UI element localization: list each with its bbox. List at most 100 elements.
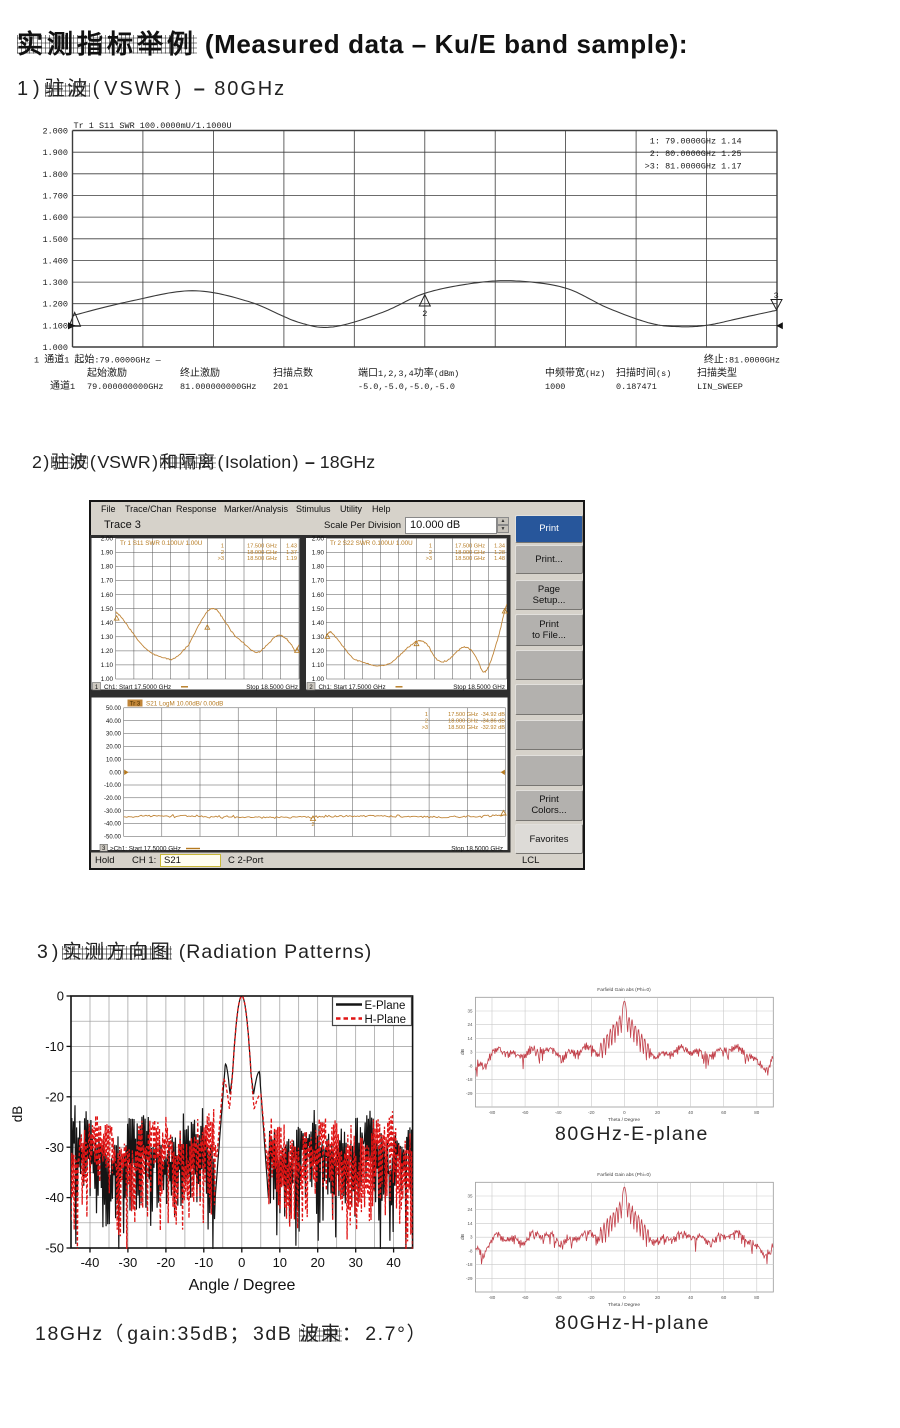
svg-text:-20.00: -20.00 — [104, 796, 122, 802]
svg-text:Farfield Gain abs (Phi=0): Farfield Gain abs (Phi=0) — [597, 987, 651, 993]
svg-text:-20: -20 — [45, 1089, 64, 1104]
svg-text:-29: -29 — [466, 1091, 473, 1096]
svg-text:80: 80 — [754, 1295, 760, 1300]
svg-text:18.500 GHz: 18.500 GHz — [455, 556, 485, 562]
svg-text:E-Plane: E-Plane — [365, 1000, 406, 1012]
svg-text:1.900: 1.900 — [42, 148, 68, 158]
svg-text:-29: -29 — [466, 1276, 473, 1281]
svg-text:-34.92 dB: -34.92 dB — [481, 712, 506, 718]
svg-text:2: 2 — [311, 822, 314, 828]
svg-text:1.80: 1.80 — [312, 564, 325, 571]
svg-text:18.000 GHz: 18.000 GHz — [247, 550, 277, 556]
svg-text:0.00: 0.00 — [109, 770, 121, 776]
svg-text:2: 2 — [422, 309, 427, 319]
svg-text:50.00: 50.00 — [106, 706, 122, 712]
svg-text:起始激励: 起始激励 — [87, 366, 127, 379]
svg-text:1.34: 1.34 — [494, 544, 505, 550]
svg-text:>3: >3 — [218, 556, 224, 562]
svg-text:1.30: 1.30 — [101, 634, 114, 641]
svg-text:1.00: 1.00 — [101, 676, 114, 683]
svg-text:中频带宽(Hz): 中频带宽(Hz) — [545, 366, 605, 379]
svg-text:2: 2 — [429, 550, 432, 556]
svg-text:1: 1 — [221, 544, 224, 550]
svg-text:14: 14 — [467, 1221, 473, 1226]
svg-text:18.500 GHz: 18.500 GHz — [448, 725, 478, 731]
svg-text:-10: -10 — [45, 1039, 64, 1054]
svg-text:30.00: 30.00 — [106, 732, 122, 738]
svg-text:0: 0 — [57, 989, 64, 1004]
svg-text:-18: -18 — [466, 1077, 473, 1082]
svg-text:Farfield Gain abs (Phi=0): Farfield Gain abs (Phi=0) — [597, 1172, 651, 1178]
svg-text:1.37: 1.37 — [286, 550, 297, 556]
svg-text:Ch1: Start 17.5000 GHz: Ch1: Start 17.5000 GHz — [319, 684, 386, 691]
svg-text:60: 60 — [721, 1295, 727, 1300]
svg-text:35: 35 — [467, 1009, 473, 1014]
svg-text:Theta / Degree: Theta / Degree — [608, 1302, 640, 1308]
svg-text:-20: -20 — [157, 1255, 176, 1270]
svg-text:1.100: 1.100 — [42, 321, 68, 331]
svg-text:-30: -30 — [45, 1140, 64, 1155]
svg-text:1.80: 1.80 — [101, 564, 114, 571]
svg-text:35: 35 — [467, 1194, 473, 1199]
svg-text:1.30: 1.30 — [312, 634, 325, 641]
svg-text:24: 24 — [467, 1207, 473, 1212]
svg-text:1.19: 1.19 — [286, 556, 297, 562]
svg-text:-8: -8 — [468, 1063, 472, 1068]
svg-text:-60: -60 — [522, 1110, 529, 1115]
svg-text:LIN_SWEEP: LIN_SWEEP — [697, 382, 743, 392]
svg-text:2.00: 2.00 — [312, 536, 325, 543]
svg-text:>Ch1: Start 17.5000 GHz: >Ch1: Start 17.5000 GHz — [110, 846, 181, 853]
svg-text:1.20: 1.20 — [101, 648, 114, 655]
svg-text:>3: 81.0000GHz 1.17: >3: 81.0000GHz 1.17 — [645, 161, 742, 171]
svg-text:1: 1 — [95, 685, 99, 691]
svg-text:-40: -40 — [555, 1110, 562, 1115]
svg-text:60: 60 — [721, 1110, 727, 1115]
svg-text:79.000000000GHz: 79.000000000GHz — [87, 382, 164, 392]
svg-text:-40.00: -40.00 — [104, 822, 122, 828]
svg-text:-10.00: -10.00 — [104, 783, 122, 789]
svg-text:扫描类型: 扫描类型 — [697, 366, 737, 379]
svg-text:1.90: 1.90 — [312, 550, 325, 557]
svg-text:20: 20 — [655, 1295, 661, 1300]
svg-text:0: 0 — [238, 1255, 245, 1270]
svg-text:1.50: 1.50 — [101, 606, 114, 613]
svg-text:-50: -50 — [45, 1241, 64, 1256]
svg-text:1.200: 1.200 — [42, 300, 68, 310]
svg-text:1.43: 1.43 — [286, 544, 297, 550]
svg-text:Stop 18.5000 GHz: Stop 18.5000 GHz — [453, 684, 505, 691]
svg-text:1: 1 — [429, 544, 432, 550]
svg-text:-80: -80 — [489, 1295, 496, 1300]
svg-text:>3: >3 — [426, 556, 432, 562]
svg-text:1000: 1000 — [545, 382, 565, 392]
svg-text:-20: -20 — [588, 1295, 595, 1300]
svg-text:-10: -10 — [194, 1255, 213, 1270]
svg-text:1.40: 1.40 — [312, 620, 325, 627]
svg-text:14: 14 — [467, 1036, 473, 1041]
svg-text:端口1,2,3,4功率(dBm): 端口1,2,3,4功率(dBm) — [358, 366, 459, 379]
svg-text:3: 3 — [774, 291, 779, 301]
svg-text:24: 24 — [467, 1022, 473, 1027]
svg-text:Tr 3: Tr 3 — [130, 701, 141, 707]
svg-text:2: 2 — [425, 718, 428, 724]
svg-text:Tr 1 S11 SWR 100.0000mU/1.100: Tr 1 S11 SWR 100.0000mU/1.1000U — [74, 121, 232, 131]
svg-text:-50.00: -50.00 — [104, 835, 122, 841]
svg-text:扫描时间(s): 扫描时间(s) — [616, 366, 671, 379]
svg-text:终止激励: 终止激励 — [180, 366, 220, 379]
svg-text:17.500 GHz: 17.500 GHz — [448, 712, 478, 718]
svg-text:1.40: 1.40 — [101, 620, 114, 627]
svg-text:Stop 18.5000 GHz: Stop 18.5000 GHz — [246, 684, 298, 691]
svg-text:1: 79.0000GHz 1.14: 1: 79.0000GHz 1.14 — [650, 137, 742, 147]
svg-text:Ch1: Start 17.5000 GHz: Ch1: Start 17.5000 GHz — [104, 684, 171, 691]
svg-text:20.00: 20.00 — [106, 745, 122, 751]
svg-text:S21 LogM 10.00dB/ 0.00dB: S21 LogM 10.00dB/ 0.00dB — [146, 701, 223, 708]
svg-text:81.000000000GHz: 81.000000000GHz — [180, 382, 257, 392]
svg-text:通道1: 通道1 — [50, 379, 75, 392]
svg-text:10: 10 — [273, 1255, 287, 1270]
svg-text:1.60: 1.60 — [312, 592, 325, 599]
svg-text:3: 3 — [470, 1050, 473, 1055]
svg-text:1.000: 1.000 — [42, 343, 68, 353]
svg-text:2: 2 — [309, 685, 313, 691]
svg-text:扫描点数: 扫描点数 — [273, 366, 313, 379]
svg-text:10.00: 10.00 — [106, 757, 122, 763]
svg-text:40: 40 — [688, 1295, 694, 1300]
